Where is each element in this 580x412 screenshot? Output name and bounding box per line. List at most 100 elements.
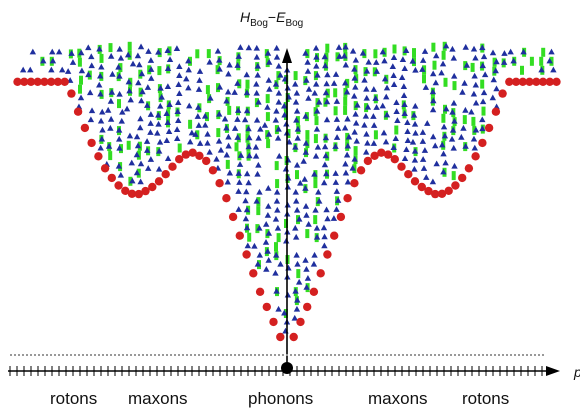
continuum-blue-mark [107,124,114,131]
continuum-blue-mark [257,125,264,132]
continuum-blue-mark [275,89,283,96]
continuum-blue-mark [116,90,123,97]
continuum-green-mark [225,159,230,169]
continuum-blue-mark [256,188,263,195]
continuum-blue-mark [164,83,172,89]
continuum-blue-mark [143,138,151,144]
continuum-blue-mark [245,143,252,150]
continuum-blue-mark [365,58,372,65]
continuum-blue-mark [451,162,458,169]
continuum-blue-mark [312,80,320,87]
continuum-blue-mark [49,57,57,64]
continuum-blue-mark [390,72,397,79]
continuum-blue-mark [323,80,330,87]
continuum-blue-mark [251,242,258,249]
continuum-blue-mark [400,83,408,89]
continuum-blue-mark [481,71,489,78]
continuum-blue-mark [320,179,328,186]
baseline-dot [14,354,16,356]
continuum-blue-mark [253,44,260,51]
continuum-blue-mark [97,90,104,97]
continuum-blue-mark [97,144,104,151]
continuum-blue-mark [548,48,555,55]
continuum-blue-mark [470,90,478,97]
baseline-dot [218,354,220,356]
continuum-blue-mark [439,60,447,67]
continuum-green-mark [205,85,210,95]
continuum-green-mark [126,140,131,150]
baseline-dot [110,354,112,356]
continuum-blue-mark [342,79,349,86]
continuum-blue-mark [117,54,125,61]
continuum-blue-mark [127,96,134,103]
continuum-blue-mark [265,202,272,209]
continuum-blue-mark [352,56,360,63]
continuum-blue-mark [292,188,299,195]
continuum-blue-mark [419,156,427,162]
continuum-blue-mark [166,101,173,107]
continuum-blue-mark [243,206,251,213]
lowest-branch-point [235,231,244,240]
continuum-blue-mark [204,139,211,146]
continuum-blue-mark [154,129,161,136]
baseline-dot [514,354,516,356]
continuum-blue-mark [173,45,181,52]
lowest-branch-point [532,77,541,87]
baseline-dot [466,354,468,356]
continuum-green-mark [78,84,82,94]
baseline-dot [398,354,400,356]
continuum-blue-mark [234,134,241,140]
baseline-dot [502,354,504,356]
continuum-blue-mark [322,152,329,159]
continuum-blue-mark [351,155,358,162]
baseline-dot [238,354,240,356]
continuum-blue-mark [362,112,370,119]
continuum-blue-mark [471,144,478,151]
continuum-blue-mark [185,66,192,73]
baseline-dot [226,354,228,356]
continuum-blue-mark [99,108,106,115]
continuum-blue-mark [409,57,416,64]
continuum-blue-mark [265,256,272,263]
baseline-dot [314,354,316,356]
continuum-blue-mark [59,66,66,73]
continuum-blue-mark [275,62,282,69]
continuum-blue-mark [315,98,323,105]
continuum-blue-mark [148,75,155,81]
continuum-blue-mark [363,67,371,74]
baseline-dot [22,354,24,356]
continuum-blue-mark [237,152,245,158]
baseline-dot [454,354,456,356]
continuum-green-mark [441,50,446,60]
continuum-blue-mark [155,120,162,127]
lowest-branch-point [188,148,197,157]
continuum-blue-mark [137,124,144,131]
continuum-green-mark [284,219,288,228]
continuum-blue-mark [109,70,116,77]
baseline-dot [290,354,292,356]
continuum-blue-mark [221,115,229,122]
continuum-blue-mark [107,52,115,59]
continuum-blue-mark [213,155,220,162]
continuum-blue-mark [255,134,262,141]
continuum-blue-mark [480,53,488,60]
lowest-branch-point [26,77,36,87]
continuum-green-mark [373,130,378,140]
lowest-branch-point [350,179,359,188]
continuum-blue-mark [99,126,106,133]
baseline-dot [158,354,160,356]
continuum-blue-mark [419,129,427,135]
continuum-blue-mark [85,44,92,51]
continuum-blue-mark [242,215,250,222]
continuum-blue-mark [440,150,447,157]
lowest-branch-point [67,89,76,98]
continuum-blue-mark [274,206,281,213]
continuum-blue-mark [323,206,330,213]
continuum-blue-mark [373,104,380,110]
continuum-blue-mark [273,287,280,294]
continuum-blue-mark [115,63,122,70]
baseline-dot [286,354,288,356]
continuum-green-mark [452,81,457,91]
continuum-blue-mark [500,59,508,65]
baseline-dot [30,354,32,356]
